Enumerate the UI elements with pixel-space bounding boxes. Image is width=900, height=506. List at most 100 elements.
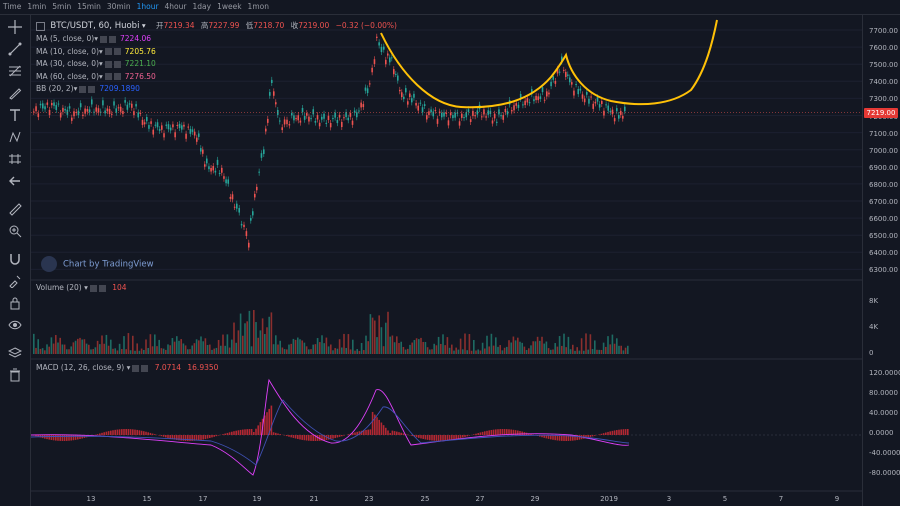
zoom-icon[interactable] xyxy=(6,222,24,240)
macd-histogram-bar xyxy=(517,430,519,435)
volume-bar xyxy=(376,337,378,354)
symbol-title[interactable]: BTC/USDT, 60, Huobi xyxy=(50,21,140,31)
volume-name[interactable]: Volume (20) xyxy=(36,283,82,292)
close-icon[interactable] xyxy=(113,48,121,55)
macd-histogram-bar xyxy=(305,435,308,441)
indicator-name[interactable]: MA (30, close, 0) xyxy=(36,59,100,68)
settings-icon[interactable] xyxy=(89,284,97,292)
volume-bar xyxy=(66,349,68,354)
interval-1week[interactable]: 1week xyxy=(217,2,242,11)
macd-histogram-bar xyxy=(352,432,354,435)
interval-5min[interactable]: 5min xyxy=(52,2,72,11)
indicator-name[interactable]: BB (20, 2) xyxy=(36,84,74,93)
candle xyxy=(178,123,181,129)
settings-icon[interactable] xyxy=(100,35,108,43)
interval-30min[interactable]: 30min xyxy=(106,2,131,11)
macd-histogram-bar xyxy=(594,435,596,436)
interval-1hour[interactable]: 1hour xyxy=(136,2,159,11)
dropdown-icon[interactable]: ▾ xyxy=(126,363,131,372)
close-icon[interactable] xyxy=(98,284,106,292)
ruler-icon[interactable] xyxy=(6,200,24,218)
macd-histogram-bar xyxy=(501,429,504,435)
volume-bar xyxy=(409,344,411,354)
magnet-icon[interactable] xyxy=(6,250,24,268)
interval-1min[interactable]: 1min xyxy=(27,2,47,11)
indicator-name[interactable]: MA (5, close, 0) xyxy=(36,34,95,43)
dropdown-icon[interactable]: ▾ xyxy=(141,21,146,30)
lock-draw-icon[interactable] xyxy=(6,272,24,290)
volume-bar xyxy=(371,317,374,354)
volume-bar xyxy=(501,350,504,354)
settings-icon[interactable] xyxy=(104,48,112,55)
dropdown-icon[interactable]: ▾ xyxy=(99,71,103,81)
macd-histogram-bar xyxy=(143,431,145,435)
eye-icon[interactable] xyxy=(6,316,24,334)
volume-bar xyxy=(303,342,306,354)
interval-1mon[interactable]: 1mon xyxy=(247,2,269,11)
back-arrow-icon[interactable] xyxy=(6,172,24,190)
dropdown-icon[interactable]: ▾ xyxy=(84,283,88,292)
price-axis[interactable]: 7700.007600.007500.007400.007300.007200.… xyxy=(862,15,900,506)
close-icon[interactable] xyxy=(141,364,149,372)
macd-histogram-bar xyxy=(264,415,266,435)
dropdown-icon[interactable]: ▾ xyxy=(73,84,78,93)
pattern-icon[interactable] xyxy=(6,128,24,146)
crosshair-icon[interactable] xyxy=(6,18,24,36)
dropdown-icon[interactable]: ▾ xyxy=(94,34,99,43)
volume-bar xyxy=(332,350,334,354)
trash-icon[interactable] xyxy=(6,366,24,384)
candle xyxy=(293,115,295,121)
settings-icon[interactable] xyxy=(104,73,112,80)
interval-15min[interactable]: 15min xyxy=(77,2,101,11)
volume-bar xyxy=(292,338,295,354)
macd-histogram-bar xyxy=(380,422,383,435)
macd-histogram-bar xyxy=(147,432,149,435)
volume-bar xyxy=(255,322,257,354)
candle xyxy=(371,67,373,73)
macd-value-2: 16.9350 xyxy=(187,363,219,372)
volume-bar xyxy=(616,338,618,354)
volume-bar xyxy=(233,322,235,354)
layers-icon[interactable] xyxy=(6,344,24,362)
chart-canvas[interactable]: 13 15 17 19 21 23 25 27 29 2019 3 5 7 9 xyxy=(31,15,862,506)
volume-bar xyxy=(415,338,418,354)
macd-name[interactable]: MACD (12, 26, close, 9) xyxy=(36,363,125,372)
macd-histogram-bar xyxy=(585,435,587,439)
volume-bar xyxy=(286,349,288,354)
indicator-name[interactable]: MA (60, close, 0) xyxy=(36,71,100,81)
brush-icon[interactable] xyxy=(6,84,24,102)
interval-time[interactable]: Time xyxy=(3,2,22,11)
close-icon[interactable] xyxy=(88,85,96,93)
close-icon[interactable] xyxy=(113,73,121,80)
candle xyxy=(563,69,565,71)
symbol-expand-icon[interactable] xyxy=(36,21,45,31)
candle xyxy=(221,167,223,173)
volume-bar xyxy=(356,349,358,354)
volume-bar xyxy=(431,349,433,354)
close-icon[interactable] xyxy=(113,60,121,68)
indicator-name[interactable]: MA (10, close, 0) xyxy=(36,46,100,56)
dropdown-icon[interactable]: ▾ xyxy=(99,59,103,68)
prediction-icon[interactable] xyxy=(6,150,24,168)
volume-bar xyxy=(424,341,427,354)
close-icon[interactable] xyxy=(109,35,117,43)
macd-histogram-bar xyxy=(160,435,163,437)
interval-4hour[interactable]: 4hour xyxy=(164,2,187,11)
trend-line-icon[interactable] xyxy=(6,40,24,58)
dropdown-icon[interactable]: ▾ xyxy=(99,46,103,56)
settings-icon[interactable] xyxy=(79,85,87,93)
candle xyxy=(515,103,518,106)
candle xyxy=(519,93,522,99)
interval-1day[interactable]: 1day xyxy=(192,2,212,11)
settings-icon[interactable] xyxy=(104,60,112,68)
tradingview-watermark[interactable]: Chart by TradingView xyxy=(41,256,154,272)
settings-icon[interactable] xyxy=(132,364,140,372)
lock-icon[interactable] xyxy=(6,294,24,312)
text-icon[interactable] xyxy=(6,106,24,124)
volume-bar xyxy=(112,348,114,354)
fib-icon[interactable] xyxy=(6,62,24,80)
volume-bar xyxy=(336,348,339,354)
macd-histogram-bar xyxy=(613,430,616,435)
candle xyxy=(385,59,387,65)
candle xyxy=(189,128,192,134)
